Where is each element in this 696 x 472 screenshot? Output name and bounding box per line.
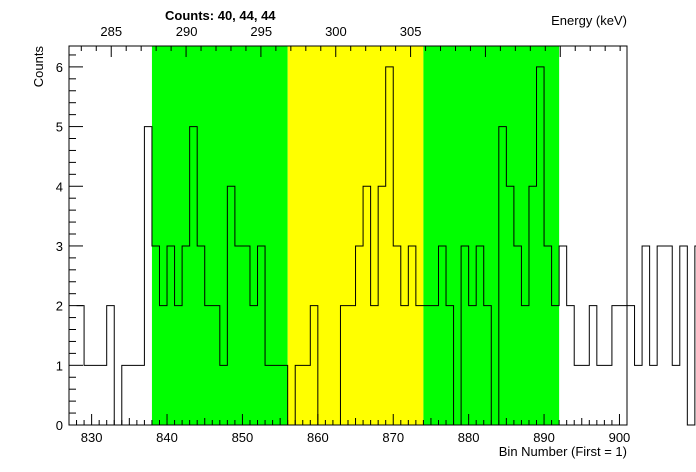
- x-tick-label: 830: [81, 430, 103, 445]
- y-tick-label: 2: [56, 299, 63, 314]
- counts-label: Counts: 40, 44, 44: [165, 8, 276, 23]
- y-tick-label: 0: [56, 418, 63, 433]
- y-tick-label: 1: [56, 358, 63, 373]
- tick-labels: 830 840 850 860 870 880 890 900 0 1 2 3 4 5 6 285 290 295…: [56, 24, 631, 445]
- x-tick-label: 890: [533, 430, 555, 445]
- region-2: [287, 46, 424, 425]
- energy-tick-label: 300: [325, 24, 347, 39]
- y-tick-label: 5: [56, 120, 63, 135]
- energy-tick-label: 305: [400, 24, 422, 39]
- x-tick-label: 880: [458, 430, 480, 445]
- y-tick-label: 4: [56, 179, 63, 194]
- region-1: [151, 46, 288, 425]
- x-axis-title: Bin Number (First = 1): [499, 444, 627, 459]
- axis-ticks: [68, 46, 628, 426]
- energy-tick-label: 295: [250, 24, 272, 39]
- x-tick-label: 840: [156, 430, 178, 445]
- x-tick-label: 870: [382, 430, 404, 445]
- energy-tick-label: 290: [176, 24, 198, 39]
- x-tick-label: 850: [232, 430, 254, 445]
- energy-tick-label: 285: [100, 24, 122, 39]
- x2-axis-title: Energy (keV): [551, 13, 627, 28]
- y-tick-label: 3: [56, 239, 63, 254]
- histogram-line: [76, 66, 696, 426]
- x-tick-label: 860: [307, 430, 329, 445]
- y-axis-title: Counts: [31, 46, 46, 88]
- highlight-regions: [151, 46, 560, 425]
- x-tick-label: 900: [609, 430, 631, 445]
- y-tick-label: 6: [56, 60, 63, 75]
